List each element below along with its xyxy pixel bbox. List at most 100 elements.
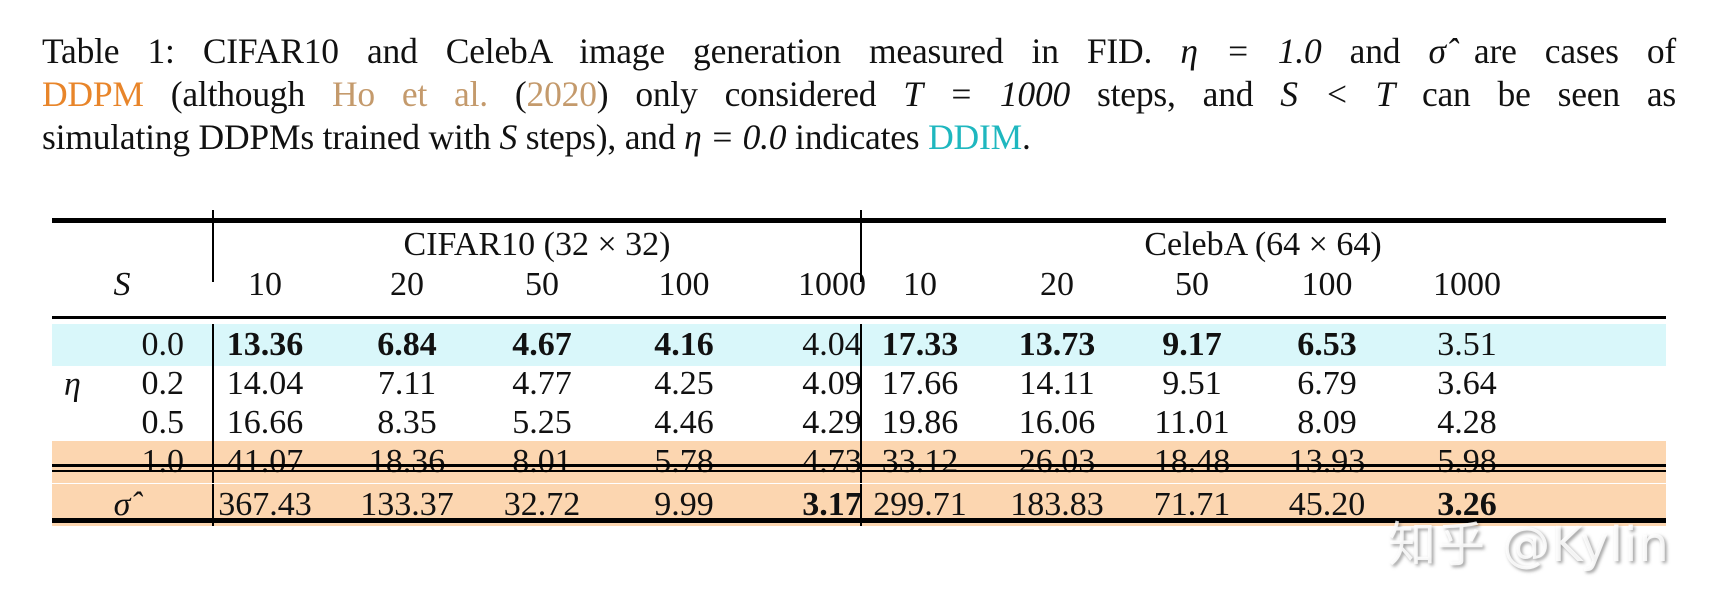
row-label: 0.0 <box>141 326 185 363</box>
celeba-fid-cell: 6.79 <box>1297 365 1357 402</box>
top-rule <box>52 218 1666 223</box>
cifar-fid-cell: 4.73 <box>802 443 862 480</box>
cifar-fid-cell: 16.66 <box>226 404 304 441</box>
celeba-fid-cell: 3.26 <box>1437 486 1497 523</box>
column-divider <box>860 402 862 444</box>
cifar-fid-cell: 7.11 <box>377 365 437 402</box>
cifar-fid-cell: 4.77 <box>512 365 572 402</box>
cifar-fid-cell: 18.36 <box>368 443 446 480</box>
caption-line-1: Table 1: CIFAR10 and CelebA image genera… <box>42 30 1676 73</box>
math-S-lt-T: S < T <box>1280 74 1395 114</box>
cifar-fid-cell: 13.36 <box>226 326 304 363</box>
celeba-fid-cell: 6.53 <box>1297 326 1357 363</box>
caption-text: can be seen as <box>1421 74 1676 114</box>
ddim-link[interactable]: DDIM <box>928 117 1022 157</box>
celeba-fid-cell: 17.66 <box>881 365 959 402</box>
celeba-fid-cell: 26.03 <box>1018 443 1096 480</box>
column-divider <box>212 363 214 405</box>
column-divider <box>212 402 214 444</box>
celeba-fid-cell: 33.12 <box>881 443 959 480</box>
table-row: 1.0 41.07 18.36 8.01 5.78 4.73 33.12 26.03 18.48… <box>52 441 1666 483</box>
caption-text: ( <box>514 74 527 114</box>
eta-row-group-label: η <box>64 366 81 403</box>
header-rule <box>52 316 1666 319</box>
math-T: T = 1000 <box>903 74 1071 114</box>
celeba-fid-cell: 13.73 <box>1018 326 1096 363</box>
cifar-fid-cell: 3.17 <box>802 486 862 523</box>
celeba-fid-cell: 18.48 <box>1153 443 1231 480</box>
table-row: 0.5 16.66 8.35 5.25 4.46 4.29 19.86 16.06 11.01 8… <box>52 402 1666 444</box>
row-label: 0.2 <box>141 365 185 402</box>
cifar-fid-cell: 14.04 <box>226 365 304 402</box>
math-eta-1: η = 1.0 <box>1180 31 1322 71</box>
celeba-fid-cell: 11.01 <box>1154 404 1230 441</box>
celeba-fid-cell: 3.64 <box>1437 365 1497 402</box>
celeba-fid-cell: 13.93 <box>1288 443 1366 480</box>
math-S: S <box>499 117 518 157</box>
caption-line-3: simulating DDPMs trained with S steps), … <box>42 116 1676 159</box>
cifar-fid-cell: 8.01 <box>512 443 572 480</box>
caption-line-2: DDPM (although Ho et al. (2020) only con… <box>42 73 1676 116</box>
caption-text: ) <box>596 74 609 114</box>
caption-text: only considered <box>635 74 877 114</box>
caption-text: and <box>1349 31 1401 71</box>
citation-year-link[interactable]: 2020 <box>526 74 597 114</box>
celeba-fid-cell: 14.11 <box>1019 365 1095 402</box>
cifar-fid-cell: 4.16 <box>654 326 714 363</box>
cifar-fid-cell: 5.78 <box>654 443 714 480</box>
celeba-fid-cell: 71.71 <box>1153 486 1231 523</box>
celeba-fid-cell: 19.86 <box>881 404 959 441</box>
cifar-fid-cell: 32.72 <box>503 486 581 523</box>
math-sigma-hat: σ̂ <box>1428 31 1446 71</box>
cifar-fid-cell: 4.09 <box>802 365 862 402</box>
table-caption: Table 1: CIFAR10 and CelebA image genera… <box>42 30 1676 159</box>
steps-row-header: S <box>113 266 131 303</box>
step-column-header: 100 <box>658 266 710 303</box>
mid-rule-2 <box>52 470 1666 472</box>
column-divider <box>212 484 214 526</box>
cifar-fid-cell: 41.07 <box>226 443 304 480</box>
column-divider <box>860 484 862 526</box>
column-divider <box>860 324 862 366</box>
caption-text: (although <box>170 74 306 114</box>
header-divider-left <box>212 210 214 282</box>
ho-citation-link[interactable]: Ho et al. <box>331 74 488 114</box>
column-divider <box>212 324 214 366</box>
cifar-fid-cell: 133.37 <box>360 486 454 523</box>
celeba-fid-cell: 4.28 <box>1437 404 1497 441</box>
celeba-fid-cell: 45.20 <box>1288 486 1366 523</box>
column-divider <box>212 441 214 483</box>
ddpm-link[interactable]: DDPM <box>42 74 144 114</box>
celeba-fid-cell: 9.51 <box>1162 365 1222 402</box>
header-divider-mid <box>860 210 862 282</box>
step-column-header: 20 <box>390 266 424 303</box>
celeba-fid-cell: 183.83 <box>1010 486 1104 523</box>
celeba-fid-cell: 299.71 <box>873 486 967 523</box>
row-label: 1.0 <box>141 443 185 480</box>
step-column-header: 50 <box>1175 266 1209 303</box>
step-column-header: 20 <box>1040 266 1074 303</box>
mid-rule-1 <box>52 464 1666 467</box>
caption-text: are cases of <box>1473 31 1676 71</box>
cifar-fid-cell: 4.46 <box>654 404 714 441</box>
step-column-header: 50 <box>525 266 559 303</box>
caption-text: simulating DDPMs trained with <box>42 117 491 157</box>
math-eta-0: η = 0.0 <box>684 117 787 157</box>
table-row: 0.2 14.04 7.11 4.77 4.25 4.09 17.66 14.11 9.51 6.… <box>52 363 1666 405</box>
caption-text: . <box>1021 117 1031 157</box>
cifar-fid-cell: 4.29 <box>802 404 862 441</box>
celeba-group-header: CelebA (64 × 64) <box>1144 226 1382 263</box>
cifar-fid-cell: 5.25 <box>512 404 572 441</box>
table-row: 0.0 13.36 6.84 4.67 4.16 4.04 17.33 13.73 9.17 6.… <box>52 324 1666 366</box>
step-column-header: 10 <box>248 266 282 303</box>
celeba-fid-cell: 8.09 <box>1297 404 1357 441</box>
column-divider <box>860 441 862 483</box>
step-column-header: 1000 <box>798 266 866 303</box>
step-column-header: 100 <box>1301 266 1353 303</box>
celeba-fid-cell: 9.17 <box>1162 326 1222 363</box>
cifar-fid-cell: 6.84 <box>377 326 437 363</box>
caption-text: CIFAR10 and CelebA image generation meas… <box>202 31 1153 71</box>
bottom-rule <box>52 518 1666 523</box>
caption-text: steps, and <box>1097 74 1254 114</box>
celeba-fid-cell: 3.51 <box>1437 326 1497 363</box>
